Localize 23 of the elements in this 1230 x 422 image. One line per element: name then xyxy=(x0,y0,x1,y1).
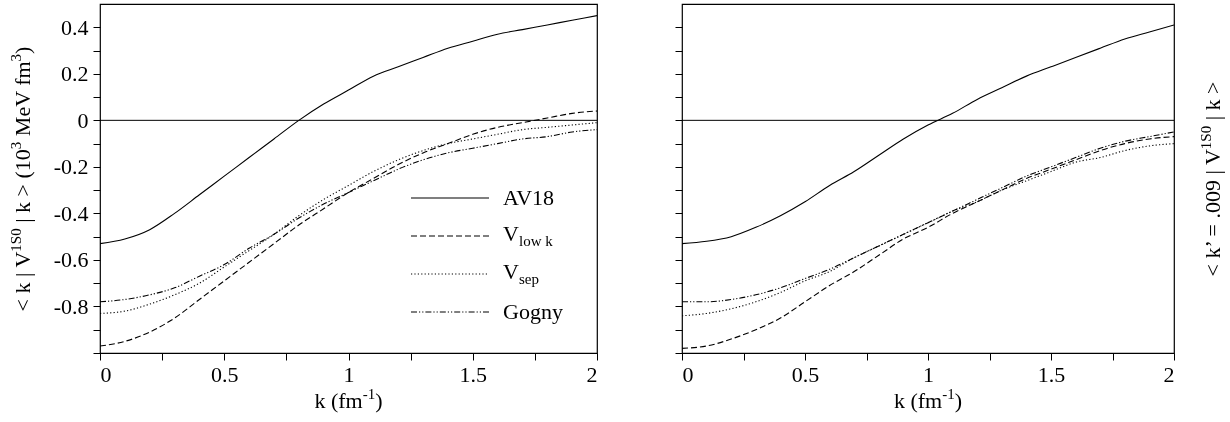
x-tick-label: 1 xyxy=(923,361,934,387)
x-tick-label: 0 xyxy=(100,361,112,387)
x-tick-label: 1.5 xyxy=(1037,361,1066,387)
x-tick-label: 2 xyxy=(1163,361,1175,387)
x-tick-label: 0.5 xyxy=(211,361,239,387)
y-tick-label: 0 xyxy=(77,107,89,133)
y-tick-label: 0.4 xyxy=(61,14,89,40)
x-tick-label: 0.5 xyxy=(791,361,820,387)
x-tick-label: 0 xyxy=(682,361,694,387)
y-tick-label: -0.2 xyxy=(53,154,89,180)
y-tick-label: 0.2 xyxy=(61,61,89,87)
x-tick-label: 1 xyxy=(343,361,355,387)
legend-label: V$_{low k}$ xyxy=(503,221,553,251)
x-tick-label: 2 xyxy=(586,361,598,387)
x-axis-title: k (fm$^{-1}$) xyxy=(314,386,383,414)
y-tick-label: -0.6 xyxy=(53,247,89,273)
legend-label: AV18 xyxy=(503,185,555,211)
x-axis-title: k (fm$^{-1}$) xyxy=(893,386,963,414)
legend-label: V$_{sep}$ xyxy=(503,259,539,289)
legend-label: Gogny xyxy=(503,299,563,325)
x-tick-label: 1.5 xyxy=(459,361,487,387)
y-tick-label: -0.4 xyxy=(53,200,89,226)
y-tick-label: -0.8 xyxy=(53,293,89,319)
